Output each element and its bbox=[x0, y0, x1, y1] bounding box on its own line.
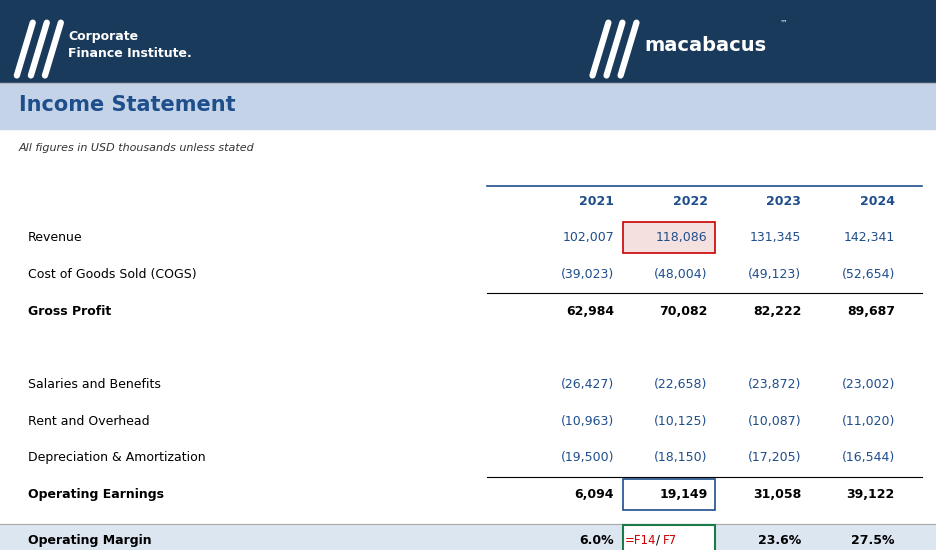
Text: 31,058: 31,058 bbox=[753, 488, 801, 501]
Text: 2021: 2021 bbox=[579, 195, 614, 208]
Text: Operating Margin: Operating Margin bbox=[28, 534, 152, 547]
Text: 62,984: 62,984 bbox=[566, 305, 614, 317]
Text: 118,086: 118,086 bbox=[656, 231, 708, 244]
Text: 6.0%: 6.0% bbox=[579, 534, 614, 547]
Text: (17,205): (17,205) bbox=[748, 452, 801, 464]
Text: 142,341: 142,341 bbox=[843, 231, 895, 244]
Text: 82,222: 82,222 bbox=[753, 305, 801, 317]
Text: 2022: 2022 bbox=[673, 195, 708, 208]
Text: Operating Earnings: Operating Earnings bbox=[28, 488, 164, 501]
Text: 27.5%: 27.5% bbox=[852, 534, 895, 547]
Bar bbox=[0, 0, 936, 83]
Text: Revenue: Revenue bbox=[28, 231, 82, 244]
Text: 2024: 2024 bbox=[860, 195, 895, 208]
Text: 102,007: 102,007 bbox=[563, 231, 614, 244]
Text: 19,149: 19,149 bbox=[659, 488, 708, 501]
Text: 70,082: 70,082 bbox=[659, 305, 708, 317]
Text: (18,150): (18,150) bbox=[654, 452, 708, 464]
Text: (10,125): (10,125) bbox=[654, 415, 708, 428]
Text: 2023: 2023 bbox=[767, 195, 801, 208]
Text: F7: F7 bbox=[663, 534, 677, 547]
Text: (52,654): (52,654) bbox=[841, 268, 895, 280]
Text: All figures in USD thousands unless stated: All figures in USD thousands unless stat… bbox=[19, 144, 255, 153]
Text: (39,023): (39,023) bbox=[561, 268, 614, 280]
Text: (22,658): (22,658) bbox=[654, 378, 708, 391]
Text: Corporate
Finance Institute.: Corporate Finance Institute. bbox=[68, 30, 192, 60]
Text: (11,020): (11,020) bbox=[841, 415, 895, 428]
Text: /: / bbox=[656, 534, 660, 547]
Bar bbox=[0, 524, 936, 550]
Text: (23,002): (23,002) bbox=[841, 378, 895, 391]
Text: (49,123): (49,123) bbox=[748, 268, 801, 280]
Text: (10,963): (10,963) bbox=[561, 415, 614, 428]
Text: Salaries and Benefits: Salaries and Benefits bbox=[28, 378, 161, 391]
Text: 39,122: 39,122 bbox=[846, 488, 895, 501]
Text: (26,427): (26,427) bbox=[561, 378, 614, 391]
Text: 23.6%: 23.6% bbox=[758, 534, 801, 547]
Text: Income Statement: Income Statement bbox=[19, 95, 235, 115]
Text: 6,094: 6,094 bbox=[575, 488, 614, 501]
Text: (10,087): (10,087) bbox=[748, 415, 801, 428]
FancyBboxPatch shape bbox=[623, 525, 715, 550]
Text: 89,687: 89,687 bbox=[847, 305, 895, 317]
Text: Gross Profit: Gross Profit bbox=[28, 305, 111, 317]
Text: Cost of Goods Sold (COGS): Cost of Goods Sold (COGS) bbox=[28, 268, 197, 280]
FancyBboxPatch shape bbox=[623, 222, 715, 254]
Text: 131,345: 131,345 bbox=[750, 231, 801, 244]
Text: (23,872): (23,872) bbox=[748, 378, 801, 391]
Text: (48,004): (48,004) bbox=[654, 268, 708, 280]
Text: (16,544): (16,544) bbox=[841, 452, 895, 464]
Text: macabacus: macabacus bbox=[644, 36, 766, 55]
Text: (19,500): (19,500) bbox=[561, 452, 614, 464]
Bar bbox=[0, 83, 936, 129]
Text: Depreciation & Amortization: Depreciation & Amortization bbox=[28, 452, 206, 464]
Text: ™: ™ bbox=[780, 19, 787, 28]
FancyBboxPatch shape bbox=[623, 479, 715, 510]
Text: =F14: =F14 bbox=[625, 534, 657, 547]
Text: Rent and Overhead: Rent and Overhead bbox=[28, 415, 150, 428]
